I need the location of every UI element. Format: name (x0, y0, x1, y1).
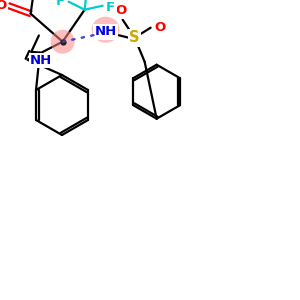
Text: NH: NH (94, 25, 117, 38)
Text: F: F (56, 0, 65, 8)
Text: O: O (115, 4, 126, 17)
Text: O: O (0, 0, 6, 12)
Ellipse shape (51, 30, 75, 54)
Ellipse shape (92, 17, 120, 43)
Text: F: F (106, 1, 115, 14)
Text: F: F (56, 0, 65, 8)
Text: O: O (154, 21, 165, 34)
Text: O: O (154, 21, 165, 34)
Text: F: F (106, 1, 115, 14)
Text: NH: NH (94, 25, 117, 38)
Text: NH: NH (30, 54, 52, 67)
Text: O: O (0, 0, 6, 12)
Text: S: S (129, 30, 140, 45)
Text: S: S (129, 30, 140, 45)
Text: O: O (115, 4, 126, 17)
Text: NH: NH (30, 54, 52, 67)
